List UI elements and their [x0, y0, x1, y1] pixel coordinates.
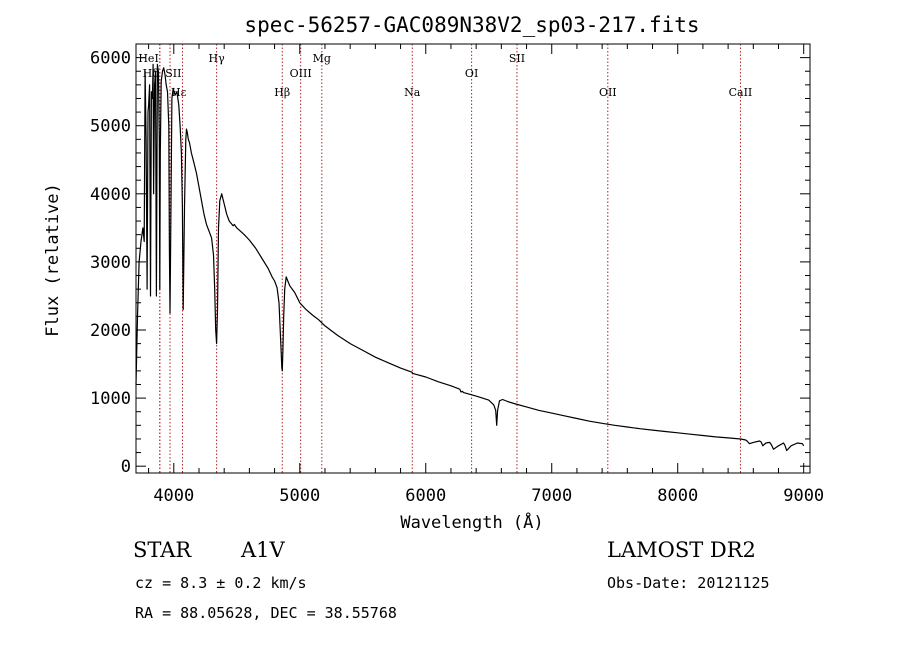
reference-label-6: OIII [290, 67, 312, 80]
reference-label-8: Na [404, 86, 421, 99]
spectrum-line [135, 63, 805, 452]
reference-label-7: Mg [313, 52, 331, 65]
reference-label-3: SII [165, 67, 181, 80]
chart-title: spec-56257-GAC089N38V2_sp03-217.fits [244, 13, 699, 37]
plot-frame [135, 43, 811, 474]
reference-label-1: HeI [138, 52, 158, 65]
reference-label-5: Hβ [274, 86, 290, 99]
x-axis-ticks: 4000 5000 6000 7000 8000 9000 [148, 44, 824, 506]
obs-date: Obs-Date: 20121125 [607, 574, 770, 592]
y-axis-label: Flux (relative) [43, 183, 63, 337]
y-tick-label-4: 4000 [90, 185, 131, 205]
reference-label-11: OII [599, 86, 617, 99]
y-tick-label-6: 6000 [90, 49, 131, 69]
y-tick-label-0: 0 [121, 457, 131, 477]
x-tick-label-3: 7000 [531, 486, 572, 506]
reference-label-10: SII [509, 52, 525, 65]
coordinates: RA = 88.05628, DEC = 38.55768 [135, 604, 397, 622]
y-tick-label-3: 3000 [90, 253, 131, 273]
x-axis-label: Wavelength (Å) [400, 511, 543, 533]
reference-label-9: OI [465, 67, 478, 80]
x-tick-label-2: 6000 [405, 486, 446, 506]
y-tick-label-5: 5000 [90, 117, 131, 137]
cz-value: cz = 8.3 ± 0.2 km/s [135, 574, 307, 592]
x-tick-label-1: 5000 [279, 486, 320, 506]
y-tick-label-2: 2000 [90, 321, 131, 341]
y-tick-label-1: 1000 [90, 389, 131, 409]
reference-label-2: Hε [171, 86, 187, 99]
x-tick-label-0: 4000 [153, 486, 194, 506]
reference-label-12: CaII [729, 86, 753, 99]
x-tick-label-5: 9000 [783, 486, 824, 506]
survey-name: LAMOST DR2 [607, 538, 756, 562]
object-class: STAR [133, 538, 192, 562]
spectral-type: A1V [241, 538, 285, 562]
reference-label-4: Hγ [209, 52, 226, 65]
y-axis-ticks: 0 1000 2000 3000 4000 5000 6000 [90, 49, 810, 477]
x-tick-label-4: 8000 [657, 486, 698, 506]
